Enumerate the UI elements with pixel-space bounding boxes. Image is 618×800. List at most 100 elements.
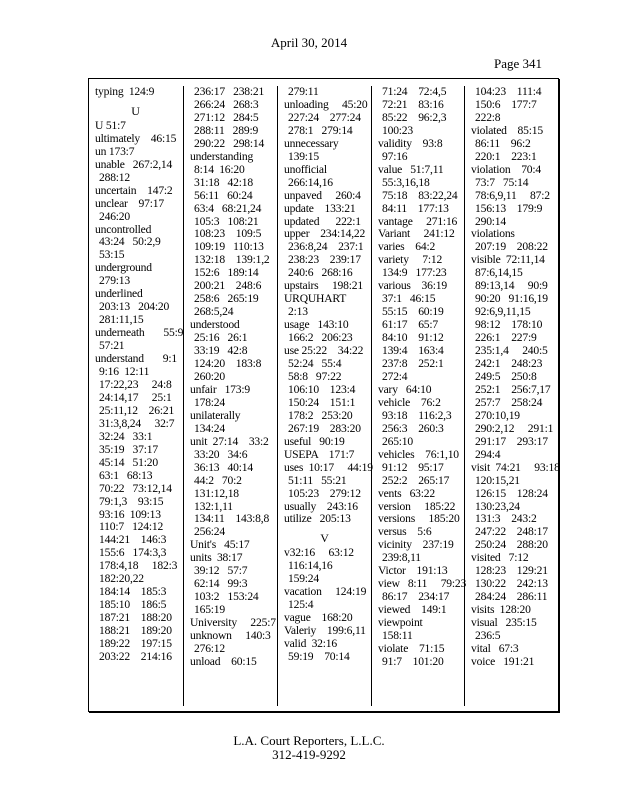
index-reference-line: 272:4 bbox=[382, 369, 408, 383]
index-reference-line: 131:12,18 bbox=[194, 486, 239, 500]
index-reference-line: 152:6 189:14 bbox=[194, 266, 259, 280]
index-reference-line: 130:22 242:13 bbox=[475, 577, 548, 591]
index-reference-line: 237:8 252:1 bbox=[382, 357, 444, 371]
index-term-line: unpaved 260:4 bbox=[284, 188, 361, 202]
index-reference-line: 200:21 248:6 bbox=[194, 279, 262, 293]
index-reference-line: 44:2 70:2 bbox=[194, 473, 242, 487]
index-term-line: uncertain 147:2 bbox=[95, 183, 173, 197]
index-term-line: vents 63:22 bbox=[378, 486, 435, 500]
index-reference-line: 120:15,21 bbox=[475, 473, 520, 487]
index-reference-line: 226:1 227:9 bbox=[475, 331, 537, 345]
index-reference-line: 290:2,12 291:1 bbox=[475, 421, 554, 435]
index-term-line: variety 7:12 bbox=[378, 253, 443, 267]
index-term-line: view 8:11 79:23 bbox=[378, 577, 467, 591]
index-term-line: Variant 241:12 bbox=[378, 227, 455, 241]
index-reference-line: 158:11 bbox=[382, 629, 413, 643]
index-reference-line: 250:24 288:20 bbox=[475, 538, 548, 552]
index-reference-line: 166:2 206:23 bbox=[288, 331, 353, 345]
index-reference-line: 31:3,8,24 32:7 bbox=[99, 416, 175, 430]
index-reference-line: 270:10,19 bbox=[475, 408, 520, 422]
index-term-line: viewed 149:1 bbox=[378, 603, 447, 617]
index-term-line: violations bbox=[471, 227, 515, 241]
index-reference-line: 58:8 97:22 bbox=[288, 369, 342, 383]
index-term-line: uses 10:17 44:19 bbox=[284, 460, 373, 474]
index-term-line: uncontrolled bbox=[95, 222, 152, 236]
index-term-line: vital 67:3 bbox=[471, 641, 519, 655]
index-reference-line: 165:19 bbox=[194, 603, 226, 617]
index-reference-line: 125:4 bbox=[288, 598, 314, 612]
index-reference-line: 131:3 243:2 bbox=[475, 512, 537, 526]
index-reference-line: 108:23 109:5 bbox=[194, 227, 262, 241]
index-reference-line: 203:13 204:20 bbox=[99, 300, 170, 314]
index-reference-line: 222:8 bbox=[475, 110, 501, 124]
index-column-3: 279:11 unloading 45:20 227:24 277:24 278:1 … bbox=[277, 85, 373, 706]
index-term-line: visual 235:15 bbox=[471, 616, 537, 630]
index-term-line: underlined bbox=[95, 287, 143, 301]
index-reference-line: 252:2 265:17 bbox=[382, 473, 450, 487]
index-term-line: understanding bbox=[190, 149, 254, 163]
index-reference-line: 290:22 298:14 bbox=[194, 136, 265, 150]
index-term-line: underground bbox=[95, 261, 152, 275]
index-term-line: upper 234:14,22 bbox=[284, 227, 366, 241]
index-term-line: underneath 55:9 bbox=[95, 326, 184, 340]
index-reference-line: 55:3,16,18 bbox=[382, 175, 430, 189]
index-column-5: 104:23 111:4 150:6 177:7 222:8 violated 85:… bbox=[464, 85, 560, 706]
index-reference-line: 220:1 223:1 bbox=[475, 149, 537, 163]
index-reference-line: 98:12 178:10 bbox=[475, 318, 543, 332]
index-column-2: 236:17 238:21 266:24 268:3 271:12 284:5 288… bbox=[183, 85, 277, 706]
footer-company: L.A. Court Reporters, L.L.C. bbox=[233, 733, 385, 748]
index-reference-line: 178:4,18 182:3 bbox=[99, 559, 178, 573]
index-term-line: unload 60:15 bbox=[190, 654, 257, 668]
index-reference-line: 45:14 51:20 bbox=[99, 455, 158, 469]
index-reference-line: 260:20 bbox=[194, 369, 226, 383]
index-reference-line: 84:11 177:13 bbox=[382, 201, 449, 215]
index-term-line: violate 71:15 bbox=[378, 641, 445, 655]
index-reference-line: 236:8,24 237:1 bbox=[288, 240, 364, 254]
index-term-line: understood bbox=[190, 318, 240, 332]
index-reference-line: 105:23 279:12 bbox=[288, 486, 361, 500]
index-term-line: vehicle 76:2 bbox=[378, 395, 441, 409]
index-term-line: vantage 271:16 bbox=[378, 214, 458, 228]
index-reference-line: 57:21 bbox=[99, 339, 125, 353]
index-reference-line: 132:1,11 bbox=[194, 499, 233, 513]
index-reference-line: 32:24 33:1 bbox=[99, 429, 153, 443]
index-reference-line: 97:16 bbox=[382, 149, 408, 163]
index-term-line: unfair 173:9 bbox=[190, 382, 250, 396]
index-reference-line: 25:11,12 26:21 bbox=[99, 403, 175, 417]
index-term-line: typing 124:9 bbox=[95, 85, 155, 98]
index-term-line: versus 5:6 bbox=[378, 525, 432, 539]
index-term-line: varies 64:2 bbox=[378, 240, 436, 254]
index-term-line: unclear 97:17 bbox=[95, 196, 164, 210]
index-reference-line: 207:19 208:22 bbox=[475, 240, 548, 254]
index-reference-line: 126:15 128:24 bbox=[475, 486, 548, 500]
index-reference-line: 185:10 186:5 bbox=[99, 598, 167, 612]
index-term-line: usually 243:16 bbox=[284, 499, 358, 513]
index-term-line: USEPA 171:7 bbox=[284, 447, 355, 461]
index-reference-line: 235:1,4 240:5 bbox=[475, 344, 548, 358]
index-reference-line: 159:24 bbox=[288, 572, 320, 586]
index-term-line: un 173:7 bbox=[95, 144, 135, 158]
index-reference-line: 89:13,14 90:9 bbox=[475, 279, 548, 293]
index-reference-line: 227:24 277:24 bbox=[288, 110, 361, 124]
index-reference-line: 51:11 55:21 bbox=[288, 473, 347, 487]
index-term-line: version 185:22 bbox=[378, 499, 456, 513]
index-reference-line: 265:10 bbox=[382, 434, 414, 448]
index-box: typing 124:9 U U 51:7 ultimately 46:15 un 17… bbox=[88, 78, 560, 712]
index-reference-line: 79:1,3 93:15 bbox=[99, 494, 164, 508]
index-reference-line: 184:14 185:3 bbox=[99, 585, 167, 599]
index-reference-line: 93:16 109:13 bbox=[99, 507, 161, 521]
letter-heading: U bbox=[131, 103, 140, 118]
index-reference-line: 278:1 279:14 bbox=[288, 123, 353, 137]
index-reference-line: 70:22 73:12,14 bbox=[99, 481, 172, 495]
index-reference-line: 86:11 96:2 bbox=[475, 136, 531, 150]
transcript-date: April 30, 2014 bbox=[270, 35, 348, 50]
index-term-line: upstairs 198:21 bbox=[284, 279, 363, 293]
index-reference-line: 33:20 34:6 bbox=[194, 447, 248, 461]
index-column-4: 71:24 72:4,5 72:21 83:16 85:22 96:2,3 100:2… bbox=[371, 85, 467, 706]
index-reference-line: 268:5,24 bbox=[194, 305, 234, 319]
index-reference-line: 266:14,16 bbox=[288, 175, 333, 189]
index-term-line: understand 9:1 bbox=[95, 352, 177, 366]
index-term-line: various 36:19 bbox=[378, 279, 447, 293]
index-term-line: visits 128:20 bbox=[471, 603, 531, 617]
index-term-line: viewpoint bbox=[378, 616, 423, 630]
